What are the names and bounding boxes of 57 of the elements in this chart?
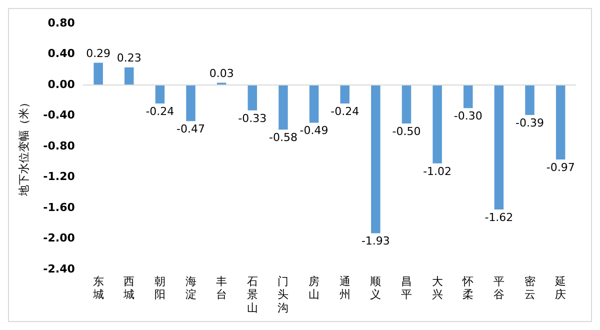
- bar: [340, 85, 350, 104]
- data-label: -0.30: [454, 109, 482, 122]
- x-tick-label: 密云: [524, 274, 536, 302]
- data-label: -1.93: [361, 234, 390, 248]
- data-label: -0.49: [300, 124, 328, 138]
- y-tick-label: 0.00: [48, 78, 76, 91]
- y-tick-label: 0.40: [48, 47, 76, 60]
- data-label: -0.58: [268, 130, 298, 144]
- x-tick-label: 通州: [339, 274, 350, 302]
- y-tick-label: 0.80: [48, 16, 76, 30]
- data-label: -1.02: [423, 164, 452, 178]
- bar: [248, 85, 258, 110]
- data-label: -1.62: [484, 210, 514, 224]
- bar: [371, 85, 380, 234]
- x-tick-label: 大兴: [432, 274, 443, 302]
- x-tick-label: 延庆: [554, 274, 566, 302]
- data-label: 0.03: [209, 67, 234, 80]
- x-tick-label: 丰台: [216, 274, 228, 302]
- y-axis-title: 地下水位变幅（米）: [17, 97, 30, 197]
- x-tick-label: 西城: [122, 274, 135, 302]
- data-label: -0.97: [546, 160, 575, 174]
- x-tick-label: 门头沟: [278, 274, 289, 314]
- bar: [402, 85, 412, 124]
- y-tick-label: -0.80: [43, 139, 76, 152]
- x-tick-label: 顺义: [370, 274, 382, 302]
- bar: [124, 67, 134, 86]
- x-tick-label: 石景山: [246, 274, 258, 314]
- y-tick-label: -1.60: [43, 200, 76, 214]
- bar: [155, 85, 165, 104]
- data-label: -0.47: [176, 122, 206, 136]
- data-label: 0.29: [86, 47, 111, 60]
- bar: [494, 85, 504, 210]
- x-tick-label: 海淀: [185, 274, 196, 302]
- x-tick-label: 昌平: [401, 274, 412, 302]
- y-tick-label: -2.40: [43, 262, 76, 276]
- data-label: -0.33: [238, 112, 267, 125]
- bar: [432, 85, 442, 164]
- data-label: 0.23: [116, 52, 142, 65]
- data-label: -0.39: [516, 116, 544, 130]
- data-label: -0.50: [392, 124, 421, 138]
- y-tick-label: -2.00: [43, 232, 76, 245]
- bar: [278, 85, 288, 130]
- bar: [525, 85, 534, 116]
- x-tick-label: 朝阳: [154, 274, 166, 302]
- x-tick-label: 平谷: [493, 274, 504, 302]
- y-tick-label: -1.20: [43, 170, 76, 184]
- x-tick-label: 东城: [92, 274, 104, 302]
- y-tick-label: -0.40: [43, 108, 76, 122]
- data-label: -0.24: [146, 104, 174, 118]
- bar: [186, 85, 196, 122]
- bar: [309, 85, 319, 123]
- data-label: -0.24: [330, 104, 360, 118]
- bar: [464, 85, 473, 108]
- x-tick-label: 怀柔: [462, 274, 474, 302]
- bar: [94, 62, 103, 86]
- x-tick-label: 房山: [308, 274, 320, 302]
- bar: [556, 85, 566, 160]
